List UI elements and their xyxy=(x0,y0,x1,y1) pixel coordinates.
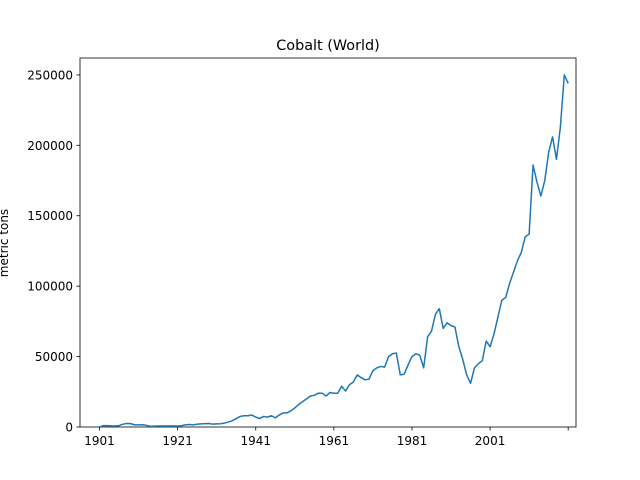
x-tick-label: 1901 xyxy=(84,434,115,448)
y-tick-label: 250000 xyxy=(27,68,73,82)
y-tick-label: 50000 xyxy=(35,350,73,364)
y-tick-label: 0 xyxy=(65,421,73,435)
x-tick-label: 2001 xyxy=(475,434,506,448)
y-tick-label: 100000 xyxy=(27,280,73,294)
plot-area xyxy=(79,57,577,428)
x-tick-label: 1981 xyxy=(397,434,428,448)
series-layer xyxy=(99,74,569,428)
chart-title: Cobalt (World) xyxy=(276,38,380,54)
plot-frame xyxy=(79,57,577,428)
x-tick-label: 1921 xyxy=(162,434,193,448)
y-tick-label: 200000 xyxy=(27,139,73,153)
y-axis: 0 50000 100000 150000 200000 250000 xyxy=(27,68,80,435)
y-axis-label: metric tons xyxy=(0,209,11,277)
x-tick-label: 1961 xyxy=(319,434,350,448)
x-axis: 1901 1921 1941 1961 1981 2001 xyxy=(84,427,569,448)
y-tick-label: 150000 xyxy=(27,209,73,223)
x-tick-label: 1941 xyxy=(240,434,271,448)
series-line-0 xyxy=(99,74,569,428)
